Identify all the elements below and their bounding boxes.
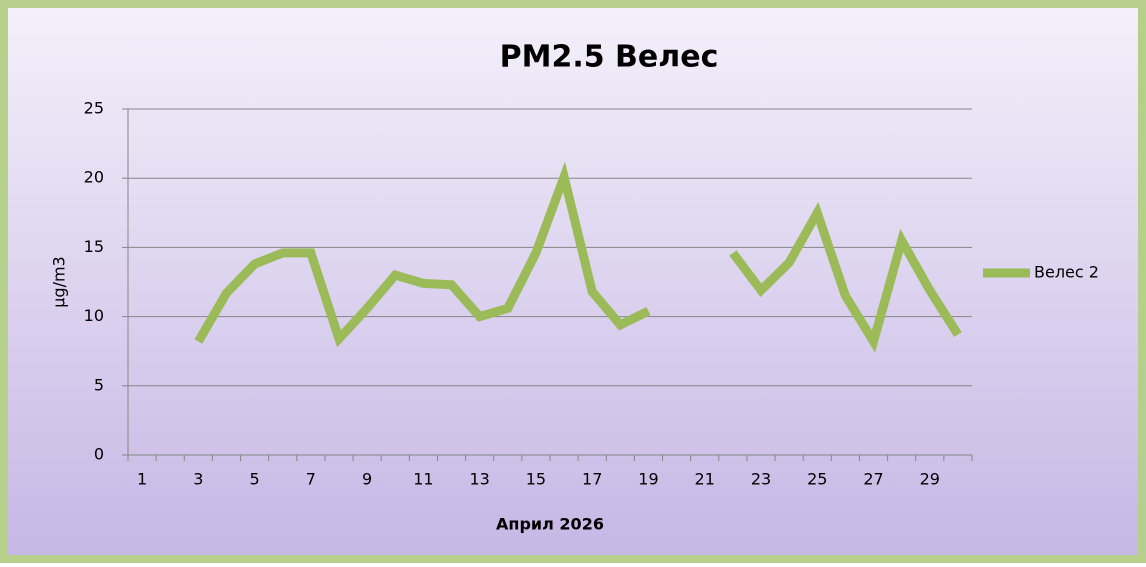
y-axis-label: µg/m3 xyxy=(50,256,69,308)
x-tick-label: 25 xyxy=(807,470,827,489)
x-tick-label: 29 xyxy=(920,470,940,489)
chart-title: PM2.5 Велес xyxy=(500,40,719,75)
x-tick-label: 5 xyxy=(250,470,260,489)
x-tick-label: 3 xyxy=(193,470,203,489)
y-tick-label: 0 xyxy=(94,445,104,464)
x-tick-label: 9 xyxy=(362,470,372,489)
x-tick-label: 21 xyxy=(695,470,715,489)
y-tick-label: 25 xyxy=(84,99,104,118)
x-tick-label: 7 xyxy=(306,470,316,489)
x-axis-label: Април 2026 xyxy=(496,515,604,534)
x-tick-label: 17 xyxy=(582,470,602,489)
y-tick-label: 10 xyxy=(84,306,104,325)
x-tick-label: 1 xyxy=(137,470,147,489)
y-tick-label: 5 xyxy=(94,375,104,394)
y-tick-label: 15 xyxy=(84,237,104,256)
x-tick-label: 23 xyxy=(751,470,771,489)
x-tick-label: 15 xyxy=(526,470,546,489)
line-series xyxy=(729,201,962,353)
line-series xyxy=(194,161,651,348)
x-tick-label: 13 xyxy=(469,470,489,489)
chart-area xyxy=(8,8,1138,555)
legend-label: Велес 2 xyxy=(1034,263,1099,282)
x-tick-label: 27 xyxy=(863,470,883,489)
x-tick-label: 19 xyxy=(638,470,658,489)
y-tick-label: 20 xyxy=(84,168,104,187)
x-tick-label: 11 xyxy=(413,470,433,489)
